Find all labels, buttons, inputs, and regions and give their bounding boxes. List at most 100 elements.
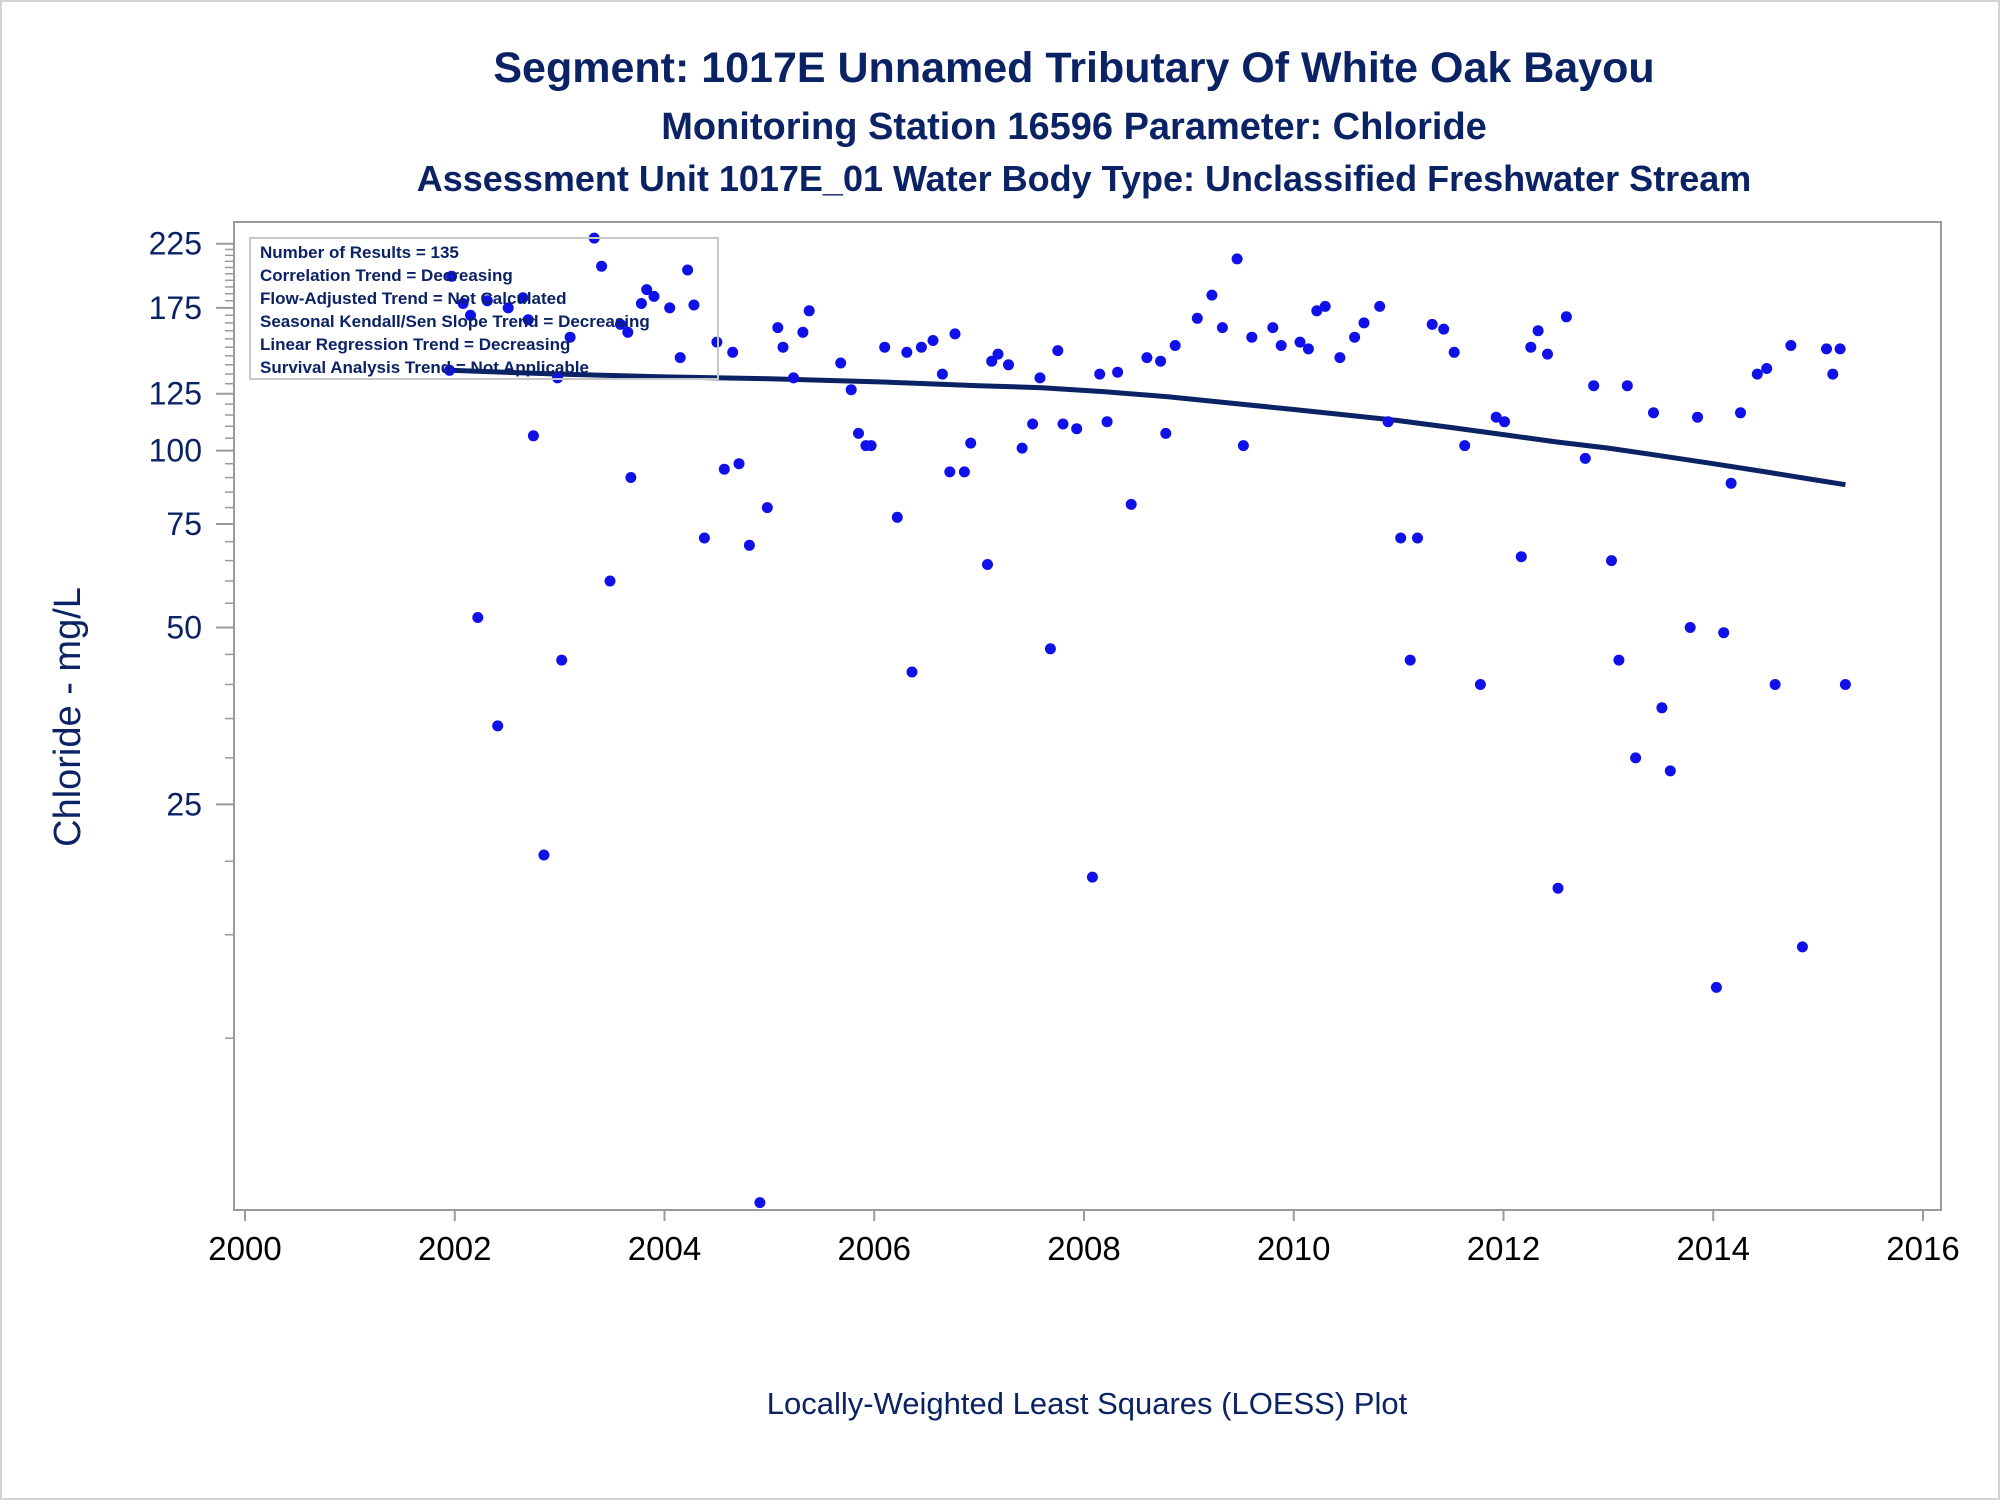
data-point <box>1275 340 1287 351</box>
data-point <box>1834 343 1846 355</box>
data-point <box>958 466 970 478</box>
data-point <box>1579 452 1591 464</box>
data-point <box>1382 416 1394 428</box>
data-point <box>1094 368 1106 380</box>
data-point <box>1621 380 1633 392</box>
data-point <box>604 575 616 587</box>
data-point <box>1725 477 1737 489</box>
data-point <box>698 532 710 544</box>
data-point <box>1052 345 1064 357</box>
data-point <box>492 720 504 732</box>
data-point <box>1532 325 1544 337</box>
data-point <box>1302 343 1314 355</box>
data-point <box>1560 311 1572 323</box>
data-point <box>853 427 864 439</box>
data-point <box>682 264 694 276</box>
data-point <box>1216 322 1228 334</box>
plot-area <box>233 221 1942 1211</box>
data-point <box>936 368 948 380</box>
data-point <box>1656 702 1668 714</box>
data-point <box>743 539 755 551</box>
data-point <box>481 295 493 307</box>
data-point <box>1034 372 1046 384</box>
data-point <box>1718 627 1730 639</box>
y-axis-label: Chloride - mg/L <box>47 587 89 847</box>
data-point <box>1027 418 1039 430</box>
data-point <box>901 346 913 358</box>
data-point <box>1542 348 1553 360</box>
data-point <box>1086 871 1098 883</box>
data-point <box>718 463 730 475</box>
data-point <box>1490 411 1502 423</box>
data-point <box>772 322 784 334</box>
data-point <box>1664 765 1676 777</box>
data-marks <box>444 232 1851 1209</box>
data-point <box>517 292 529 304</box>
data-point <box>1438 323 1450 335</box>
data-point <box>1710 981 1722 993</box>
y-tick-label: 175 <box>149 290 202 326</box>
x-tick-label: 2010 <box>1257 1230 1330 1267</box>
chart-subtitle-station: Monitoring Station 16596 Parameter: Chlo… <box>661 106 1487 148</box>
data-point <box>1751 368 1763 380</box>
data-point <box>965 437 977 449</box>
data-point <box>522 314 534 326</box>
data-point <box>1796 941 1808 953</box>
x-tick-label: 2008 <box>1047 1230 1120 1267</box>
data-point <box>1761 363 1773 374</box>
data-point <box>1358 317 1370 329</box>
data-point <box>797 326 809 338</box>
data-point <box>1459 440 1471 452</box>
data-point <box>1448 346 1460 358</box>
y-tick-label: 50 <box>166 610 202 646</box>
data-point <box>1101 416 1113 428</box>
data-point <box>891 511 903 523</box>
data-point <box>1334 352 1346 364</box>
inset-linear-regression-trend: Linear Regression Trend = Decreasing <box>260 335 570 354</box>
data-point <box>1237 440 1249 452</box>
y-tick-label: 75 <box>166 506 202 542</box>
data-point <box>1112 366 1124 378</box>
data-point <box>788 372 799 384</box>
data-point <box>1003 359 1014 371</box>
data-point <box>1769 679 1781 690</box>
data-point <box>1525 341 1537 353</box>
data-point <box>1630 752 1642 764</box>
data-point <box>1404 654 1416 666</box>
footnote: Locally-Weighted Least Squares (LOESS) P… <box>767 1386 1408 1421</box>
x-tick-label: 2014 <box>1677 1230 1750 1267</box>
data-point <box>538 849 550 861</box>
data-point <box>992 348 1004 360</box>
data-point <box>1827 368 1839 380</box>
x-tick-label: 2012 <box>1467 1230 1540 1267</box>
data-point <box>879 341 891 353</box>
data-point <box>986 355 998 367</box>
data-point <box>615 318 626 330</box>
data-point <box>674 352 686 364</box>
x-tick-label: 2004 <box>628 1230 701 1267</box>
data-point <box>1395 532 1407 544</box>
data-point <box>527 430 539 442</box>
data-point <box>1231 253 1243 265</box>
data-point <box>502 302 514 314</box>
data-point <box>982 559 993 570</box>
data-point <box>648 290 660 302</box>
data-point <box>1839 679 1851 690</box>
x-tick-label: 2002 <box>418 1230 491 1267</box>
data-point <box>1515 551 1527 563</box>
data-point <box>1160 427 1172 439</box>
data-point <box>1155 355 1167 367</box>
data-point <box>1125 498 1137 510</box>
data-point <box>552 372 563 384</box>
inset-flow-adjusted-trend: Flow-Adjusted Trend = Not Calculated <box>260 289 567 308</box>
data-point <box>1267 322 1279 334</box>
data-point <box>1044 643 1056 655</box>
data-point <box>944 466 956 478</box>
y-tick-label: 25 <box>166 786 202 822</box>
data-point <box>1412 532 1423 544</box>
y-tick-label: 225 <box>149 226 202 262</box>
data-point <box>1785 340 1797 351</box>
data-point <box>906 666 918 678</box>
inset-correlation-trend: Correlation Trend = Decreasing <box>260 266 513 285</box>
